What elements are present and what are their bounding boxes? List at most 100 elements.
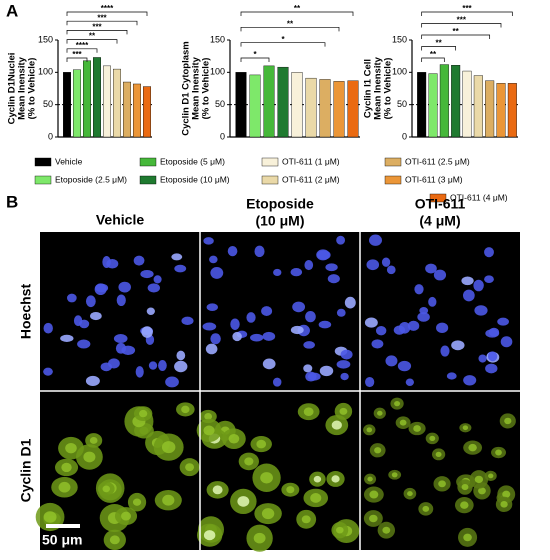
cell-nucleus bbox=[500, 501, 508, 508]
cell-nucleus bbox=[65, 443, 77, 454]
significance-bracket bbox=[421, 23, 502, 28]
significance-label: **** bbox=[76, 41, 89, 50]
cell-nucleus bbox=[102, 485, 111, 493]
column-header: OTI-611 bbox=[415, 196, 466, 212]
bar bbox=[92, 57, 101, 138]
significance-bracket bbox=[66, 11, 148, 16]
column-header: (4 μM) bbox=[419, 213, 460, 229]
significance-label: **** bbox=[101, 4, 114, 13]
nucleus bbox=[290, 268, 303, 277]
nucleus bbox=[369, 234, 383, 246]
nucleus bbox=[135, 366, 144, 378]
nucleus bbox=[113, 334, 128, 344]
scale-bar-label: 50 μm bbox=[42, 532, 82, 548]
cell-nucleus bbox=[139, 409, 148, 418]
y-tick-label: 0 bbox=[220, 131, 225, 141]
nucleus bbox=[118, 281, 131, 293]
significance-bracket bbox=[421, 11, 513, 16]
nucleus bbox=[484, 275, 494, 284]
cell-nucleus bbox=[339, 407, 348, 415]
significance-label: *** bbox=[92, 23, 102, 32]
cell-nucleus bbox=[382, 526, 391, 534]
significance-label: ** bbox=[89, 32, 96, 41]
cell-nucleus bbox=[366, 427, 373, 433]
row-header: Hoechst bbox=[18, 284, 34, 340]
significance-bracket bbox=[421, 34, 491, 39]
nucleus bbox=[446, 372, 457, 380]
nucleus bbox=[43, 367, 53, 376]
nucleus bbox=[262, 358, 276, 370]
cell-nucleus bbox=[161, 441, 176, 454]
legend-label: Etoposide (10 μM) bbox=[160, 174, 230, 184]
nucleus bbox=[381, 257, 391, 267]
nucleus bbox=[106, 258, 119, 269]
cell-nucleus bbox=[460, 501, 469, 509]
nucleus bbox=[250, 333, 264, 342]
bar bbox=[305, 77, 317, 138]
cell-nucleus bbox=[495, 449, 502, 456]
significance-label: *** bbox=[72, 50, 82, 59]
legend-label: OTI-611 (2 μM) bbox=[282, 174, 340, 184]
legend-swatch bbox=[261, 157, 279, 167]
y-tick-label: 50 bbox=[43, 99, 53, 109]
significance-label: *** bbox=[457, 16, 467, 25]
bar bbox=[417, 72, 427, 138]
cell-nucleus bbox=[369, 514, 378, 523]
nucleus bbox=[146, 307, 155, 316]
cell-nucleus bbox=[413, 425, 421, 432]
cell-nucleus bbox=[260, 472, 273, 484]
column-header: (10 μM) bbox=[255, 213, 304, 229]
legend-label: Vehicle bbox=[55, 156, 83, 166]
nucleus bbox=[292, 301, 306, 313]
column-header: Etoposide bbox=[246, 196, 314, 212]
cell-nucleus bbox=[286, 486, 295, 494]
nucleus bbox=[474, 305, 488, 316]
bar bbox=[439, 64, 449, 138]
nucleus bbox=[433, 269, 447, 281]
bar bbox=[462, 70, 472, 138]
cell-nucleus bbox=[109, 535, 120, 545]
y-axis-label: Cyclin D1Nuclei bbox=[7, 53, 18, 125]
scale-bar bbox=[46, 524, 80, 528]
cell-nucleus bbox=[463, 533, 472, 542]
significance-label: *** bbox=[97, 13, 107, 22]
nucleus bbox=[273, 268, 282, 277]
nucleus bbox=[232, 331, 242, 342]
bar bbox=[507, 83, 517, 138]
nucleus bbox=[77, 339, 91, 349]
legend-swatch bbox=[139, 157, 157, 167]
bar bbox=[347, 80, 359, 138]
legend-swatch bbox=[139, 175, 157, 185]
nucleus bbox=[318, 320, 332, 329]
cell-nucleus bbox=[132, 498, 142, 506]
cell-nucleus bbox=[331, 420, 342, 430]
cell-nucleus bbox=[303, 407, 314, 417]
nucleus bbox=[181, 316, 194, 326]
cell-nucleus bbox=[203, 530, 216, 541]
bar bbox=[277, 66, 289, 138]
nucleus bbox=[133, 255, 145, 266]
nucleus bbox=[230, 318, 240, 330]
nucleus bbox=[375, 326, 387, 336]
nucleus bbox=[115, 342, 127, 354]
nucleus bbox=[227, 246, 238, 257]
nucleus bbox=[174, 360, 188, 373]
nucleus bbox=[254, 245, 265, 258]
nucleus bbox=[325, 263, 338, 272]
cell-nucleus bbox=[256, 439, 267, 449]
nucleus bbox=[451, 340, 465, 351]
cell-nucleus bbox=[474, 475, 484, 484]
cell-nucleus bbox=[367, 476, 373, 482]
y-axis-label: (% to Vehicle) bbox=[383, 58, 394, 120]
legend-label: OTI-611 (4 μM) bbox=[450, 192, 508, 202]
nucleus bbox=[100, 362, 112, 372]
cell-nucleus bbox=[488, 473, 494, 479]
nucleus bbox=[272, 377, 282, 387]
bar bbox=[485, 80, 495, 138]
nucleus bbox=[85, 295, 96, 308]
cell-nucleus bbox=[43, 511, 57, 523]
cell-nucleus bbox=[429, 435, 436, 442]
bar bbox=[263, 65, 275, 138]
panel-label: B bbox=[6, 192, 18, 211]
y-tick-label: 100 bbox=[38, 67, 53, 77]
